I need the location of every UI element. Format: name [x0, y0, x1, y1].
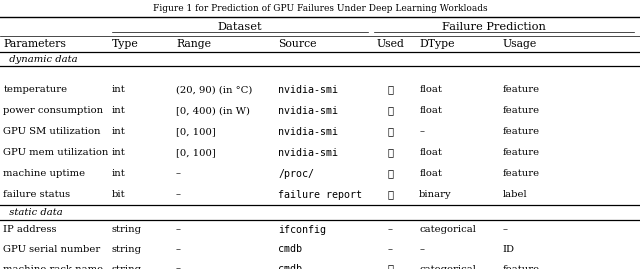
Text: [0, 100]: [0, 100] [176, 127, 216, 136]
Text: categorical: categorical [419, 225, 476, 234]
Text: ID: ID [502, 245, 515, 254]
Text: dynamic data: dynamic data [3, 55, 78, 64]
Text: –: – [176, 190, 181, 199]
Text: static data: static data [3, 208, 63, 217]
Text: –: – [388, 245, 393, 254]
Text: string: string [112, 245, 142, 254]
Text: string: string [112, 225, 142, 234]
Text: GPU mem utilization: GPU mem utilization [3, 148, 109, 157]
Text: categorical: categorical [419, 265, 476, 269]
Text: Figure 1 for Prediction of GPU Failures Under Deep Learning Workloads: Figure 1 for Prediction of GPU Failures … [153, 4, 487, 13]
Text: Parameters: Parameters [3, 39, 66, 49]
Text: int: int [112, 169, 125, 178]
Text: int: int [112, 106, 125, 115]
Text: failure status: failure status [3, 190, 70, 199]
Text: Type: Type [112, 39, 139, 49]
Text: –: – [502, 225, 508, 234]
Text: –: – [419, 245, 424, 254]
Text: Range: Range [176, 39, 211, 49]
Text: feature: feature [502, 85, 540, 94]
Text: nvidia-smi: nvidia-smi [278, 85, 339, 95]
Text: float: float [419, 106, 442, 115]
Text: ifconfig: ifconfig [278, 225, 326, 235]
Text: Dataset: Dataset [218, 22, 262, 32]
Text: –: – [419, 127, 424, 136]
Text: float: float [419, 169, 442, 178]
Text: IP address: IP address [3, 225, 57, 234]
Text: int: int [112, 127, 125, 136]
Text: machine uptime: machine uptime [3, 169, 85, 178]
Text: machine rack name: machine rack name [3, 265, 103, 269]
Text: float: float [419, 148, 442, 157]
Text: Source: Source [278, 39, 317, 49]
Text: feature: feature [502, 148, 540, 157]
Text: feature: feature [502, 127, 540, 136]
Text: –: – [176, 225, 181, 234]
Text: string: string [112, 265, 142, 269]
Text: label: label [502, 190, 527, 199]
Text: binary: binary [419, 190, 452, 199]
Text: ✓: ✓ [387, 190, 394, 199]
Text: ✓: ✓ [387, 85, 394, 94]
Text: int: int [112, 85, 125, 94]
Text: Used: Used [376, 39, 404, 49]
Text: ✓: ✓ [387, 148, 394, 157]
Text: Failure Prediction: Failure Prediction [442, 22, 547, 32]
Text: failure report: failure report [278, 190, 362, 200]
Text: /proc/: /proc/ [278, 169, 314, 179]
Text: nvidia-smi: nvidia-smi [278, 127, 339, 137]
Text: [0, 100]: [0, 100] [176, 148, 216, 157]
Text: –: – [388, 225, 393, 234]
Text: –: – [176, 169, 181, 178]
Text: feature: feature [502, 265, 540, 269]
Text: ✓: ✓ [387, 169, 394, 178]
Text: ✓: ✓ [387, 265, 394, 269]
Text: float: float [419, 85, 442, 94]
Text: feature: feature [502, 106, 540, 115]
Text: ✓: ✓ [387, 127, 394, 136]
Text: GPU SM utilization: GPU SM utilization [3, 127, 100, 136]
Text: nvidia-smi: nvidia-smi [278, 148, 339, 158]
Text: –: – [176, 265, 181, 269]
Text: –: – [176, 245, 181, 254]
Text: [0, 400) (in W): [0, 400) (in W) [176, 106, 250, 115]
Text: nvidia-smi: nvidia-smi [278, 106, 339, 116]
Text: cmdb: cmdb [278, 264, 302, 269]
Text: temperature: temperature [3, 85, 67, 94]
Text: cmdb: cmdb [278, 245, 302, 254]
Text: Usage: Usage [502, 39, 537, 49]
Text: ✓: ✓ [387, 106, 394, 115]
Text: bit: bit [112, 190, 125, 199]
Text: int: int [112, 148, 125, 157]
Text: GPU serial number: GPU serial number [3, 245, 100, 254]
Text: DType: DType [419, 39, 454, 49]
Text: (20, 90) (in °C): (20, 90) (in °C) [176, 85, 252, 94]
Text: power consumption: power consumption [3, 106, 103, 115]
Text: feature: feature [502, 169, 540, 178]
